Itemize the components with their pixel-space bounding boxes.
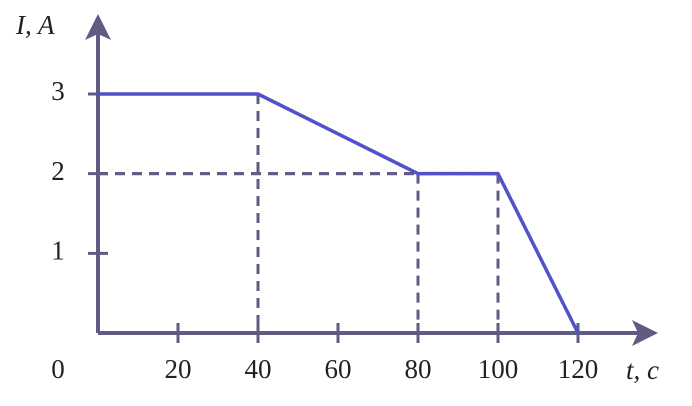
y-tick-label: 1: [51, 236, 65, 266]
x-arrow: [632, 320, 658, 346]
x-tick-label: 100: [478, 354, 519, 384]
y-tick-label: 3: [51, 76, 65, 106]
line: [98, 92, 580, 334]
y-tick-label: 2: [51, 156, 65, 186]
y-axis-label: I, A: [15, 10, 55, 40]
x-tick-label: 20: [165, 354, 192, 384]
x-tick-label: 120: [558, 354, 599, 384]
x-tick-label: 60: [325, 354, 352, 384]
y-arrow: [85, 14, 111, 40]
x-tick-label: 0: [51, 354, 65, 384]
x-axis-label: t, c: [626, 355, 659, 385]
x-tick-label: 80: [405, 354, 432, 384]
x-tick-label: 40: [245, 354, 272, 384]
